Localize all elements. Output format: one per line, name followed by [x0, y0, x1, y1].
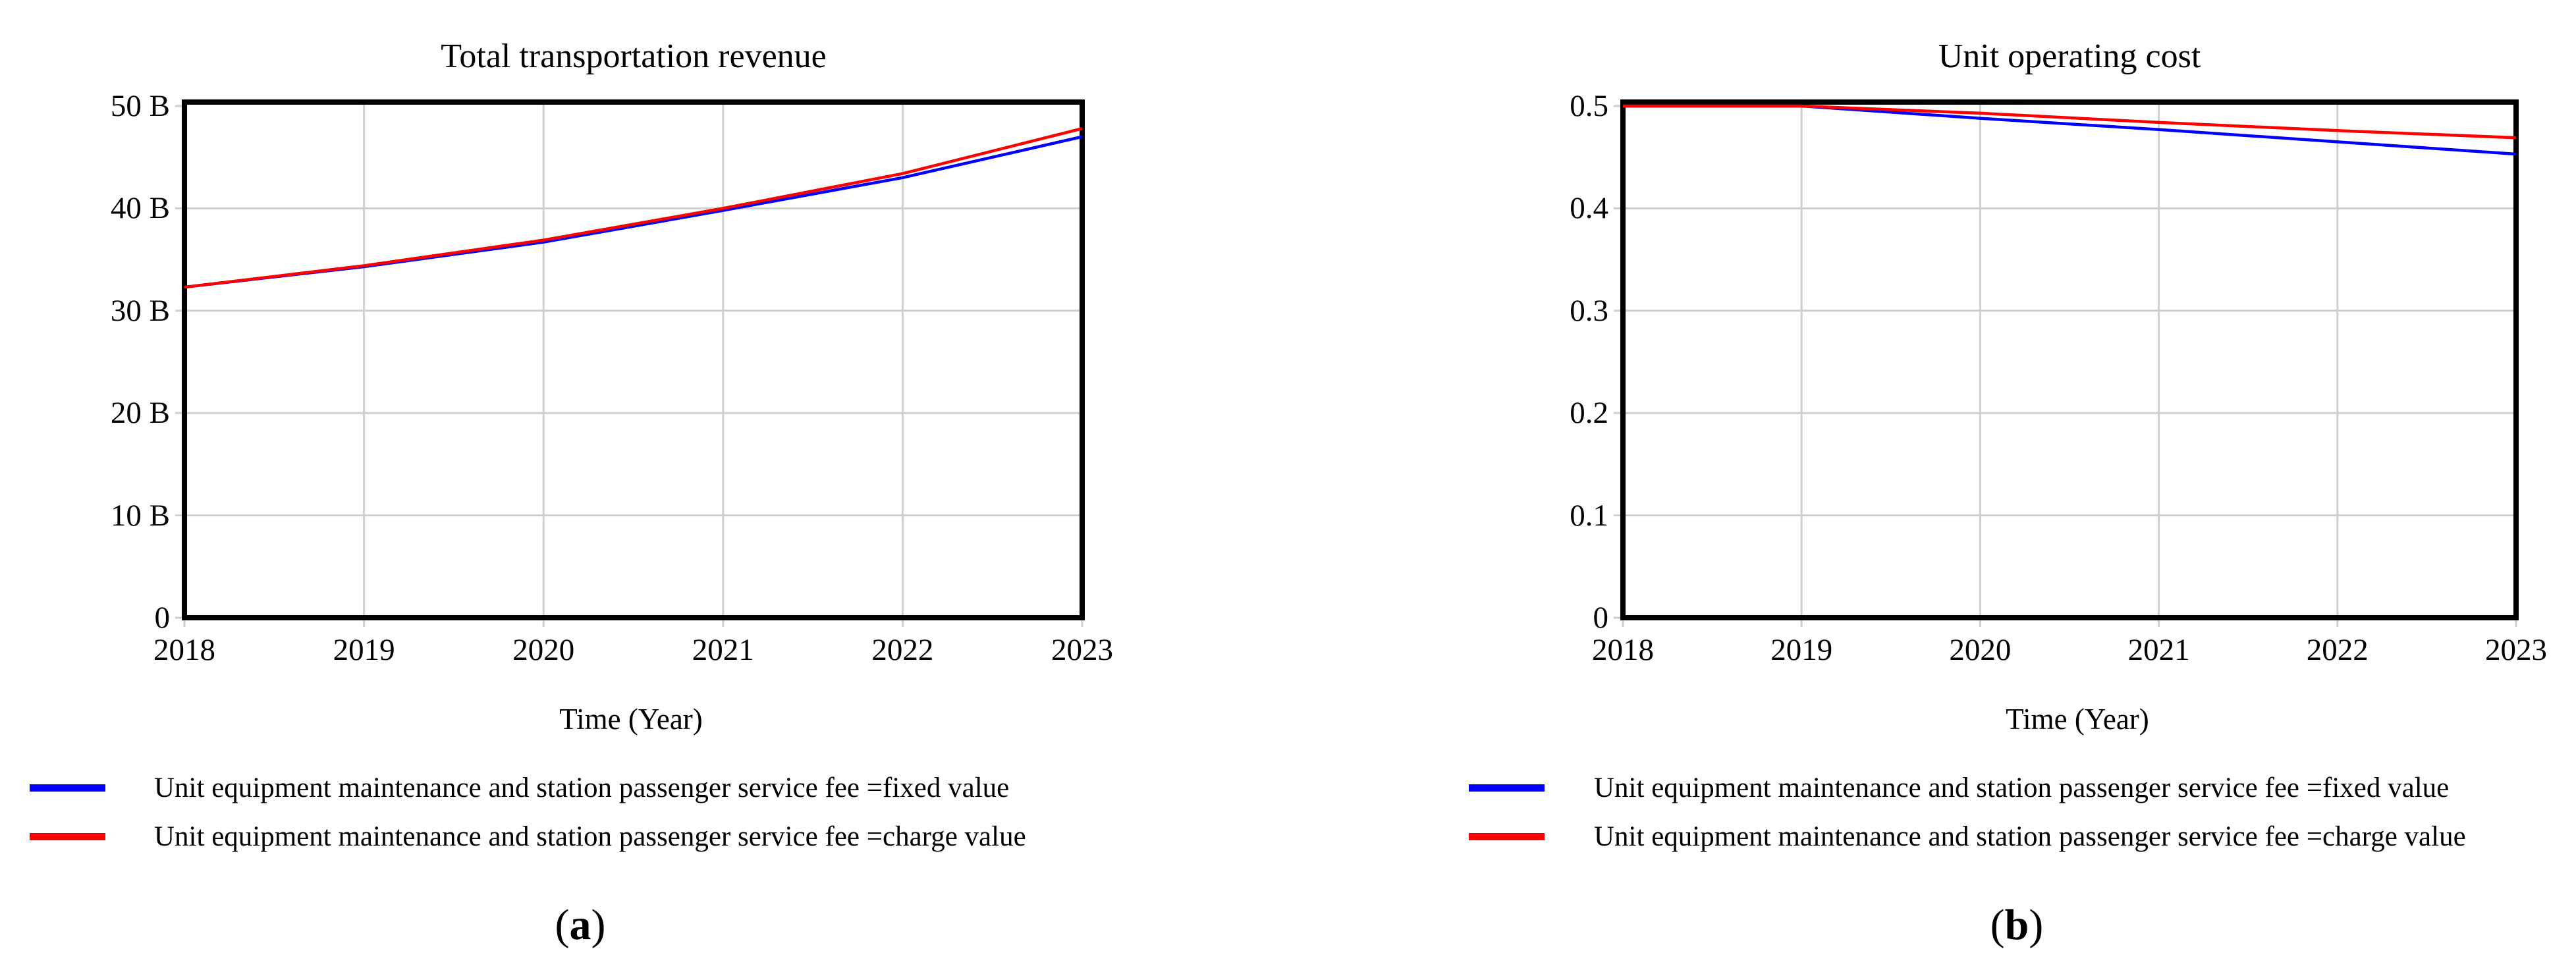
y-tick-label: 50 B	[110, 89, 170, 123]
legend-line-fixed-value	[30, 784, 105, 792]
legend-label: Unit equipment maintenance and station p…	[1594, 772, 2450, 803]
y-tick-label: 30 B	[110, 293, 170, 328]
x-tick-label: 2018	[1592, 633, 1654, 667]
x-tick-label: 2019	[1770, 633, 1833, 667]
y-tick-label: 0.3	[1570, 293, 1608, 328]
x-tick-label: 2021	[692, 633, 754, 667]
x-tick-label: 2023	[2485, 633, 2547, 667]
y-tick-label: 0.5	[1570, 89, 1608, 123]
x-tick-label: 2022	[2306, 633, 2369, 667]
legend-label: Unit equipment maintenance and station p…	[1594, 821, 2466, 852]
series-line-fixed-value	[1623, 104, 2517, 156]
legend-line-charge-value	[30, 833, 105, 840]
x-tick-label: 2020	[1949, 633, 2012, 667]
chart-title: Unit operating cost	[1938, 38, 2201, 75]
legend-label: Unit equipment maintenance and station p…	[154, 821, 1026, 852]
x-tick-label: 2022	[871, 633, 934, 667]
y-tick-label: 20 B	[110, 396, 170, 431]
x-tick-label: 2020	[512, 633, 575, 667]
caption-paren-close: )	[591, 901, 606, 949]
plot-area	[1614, 99, 2519, 627]
y-tick-label: 0.1	[1570, 498, 1608, 533]
chart-title: Total transportation revenue	[441, 38, 827, 75]
caption-paren-close: )	[2029, 901, 2044, 949]
caption-paren-open: (	[1990, 901, 2005, 949]
series-line-charge-value	[184, 127, 1083, 289]
y-tick-label: 0	[154, 601, 171, 635]
y-tick-label: 0	[1593, 601, 1609, 635]
series-line-charge-value	[1623, 104, 2517, 140]
x-tick-label: 2021	[2127, 633, 2190, 667]
caption-letter: a	[569, 901, 591, 949]
x-axis-label: Time (Year)	[2006, 703, 2149, 736]
legend-label: Unit equipment maintenance and station p…	[154, 772, 1010, 803]
x-tick-label: 2019	[333, 633, 395, 667]
x-tick-label: 2023	[1051, 633, 1113, 667]
y-tick-label: 0.4	[1570, 191, 1608, 226]
y-tick-label: 40 B	[110, 191, 170, 226]
y-tick-label: 10 B	[110, 498, 170, 533]
plot-area	[175, 99, 1085, 627]
subfigure-caption: (b)	[1885, 896, 2149, 955]
caption-letter: b	[2004, 901, 2029, 949]
y-tick-label: 0.2	[1570, 396, 1608, 431]
x-tick-label: 2018	[153, 633, 215, 667]
legend-line-fixed-value	[1469, 784, 1545, 792]
caption-paren-open: (	[555, 901, 570, 949]
x-axis-label: Time (Year)	[559, 703, 703, 736]
legend-line-charge-value	[1469, 833, 1545, 840]
subfigure-caption: (a)	[449, 896, 712, 955]
